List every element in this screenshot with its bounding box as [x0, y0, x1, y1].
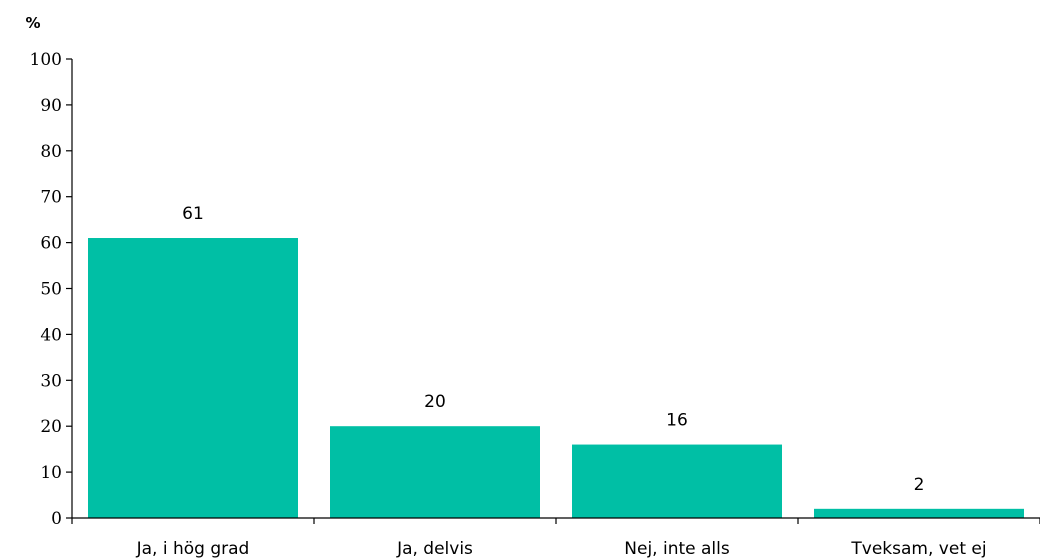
y-tick-label: 0	[51, 509, 62, 529]
category-label: Ja, i hög grad	[136, 539, 250, 559]
data-label: 61	[182, 204, 204, 224]
y-axis: 0 10 20 30 40 50 60 70 80 90 100	[30, 50, 73, 529]
x-axis: Ja, i hög grad Ja, delvis Nej, inte alls Tv…	[71, 517, 1040, 559]
data-labels: 61 20 16 2	[182, 204, 924, 495]
y-tick-label: 30	[40, 371, 62, 391]
data-label: 2	[914, 475, 925, 495]
y-tick-label: 10	[40, 463, 62, 483]
bar	[88, 238, 298, 518]
data-label: 20	[424, 392, 446, 412]
y-axis-unit-label: %	[25, 14, 40, 32]
y-tick-label: 60	[40, 234, 62, 254]
y-tick-label: 90	[40, 96, 62, 116]
y-tick-label: 100	[30, 50, 62, 70]
category-label: Ja, delvis	[396, 539, 473, 559]
category-label: Nej, inte alls	[624, 539, 730, 559]
bar	[572, 444, 782, 518]
bar	[330, 426, 540, 518]
y-tick-label: 50	[40, 280, 62, 300]
bars	[88, 238, 1024, 518]
data-label: 16	[666, 411, 688, 431]
y-tick-label: 20	[40, 417, 62, 437]
y-tick-label: 40	[40, 325, 62, 345]
y-tick-label: 70	[40, 188, 62, 208]
y-tick-label: 80	[40, 142, 62, 162]
category-label: Tveksam, vet ej	[850, 539, 986, 559]
bar	[814, 508, 1024, 518]
